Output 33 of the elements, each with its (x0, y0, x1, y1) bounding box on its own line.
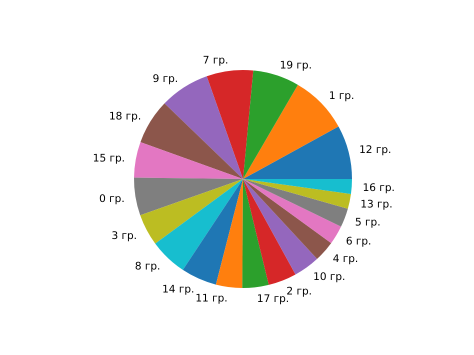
slice-label: 9 гр. (152, 72, 178, 85)
pie-slice (134, 142, 243, 179)
slice-label: 11 гр. (195, 292, 228, 305)
slice-label: 4 гр. (332, 253, 358, 266)
pie-slice (243, 179, 352, 194)
slice-label: 2 гр. (286, 285, 312, 298)
slice-label: 14 гр. (162, 283, 194, 296)
pie-slice (206, 70, 254, 179)
pie-slice (243, 179, 296, 285)
slice-label: 7 гр. (202, 54, 228, 67)
slice-label: 0 гр. (99, 193, 125, 206)
slice-label: 12 гр. (359, 144, 392, 156)
slice-label: 10 гр. (313, 270, 346, 283)
pie-slice (243, 179, 351, 209)
slice-label: 5 гр. (355, 216, 381, 228)
pie-slice (243, 179, 342, 244)
slice-label: 6 гр. (346, 235, 372, 248)
pie-slice (243, 126, 352, 179)
pie-slice (243, 179, 332, 259)
pie-slice (216, 179, 243, 288)
slice-label: 19 гр. (280, 60, 312, 72)
pie-slice (182, 179, 243, 285)
slice-label: 18 гр. (108, 110, 142, 122)
slice-label: 16 гр. (362, 182, 395, 194)
pie-slice (164, 76, 243, 179)
pie-slice (140, 103, 243, 179)
slice-label: 15 гр. (92, 152, 126, 164)
pie-slice (243, 84, 339, 179)
slice-label: 1 гр. (328, 90, 354, 102)
pie-slice (140, 179, 243, 244)
slice-label: 3 гр. (111, 230, 138, 242)
slice-label: 8 гр. (134, 260, 160, 273)
slice-label: 13 гр. (360, 198, 393, 210)
